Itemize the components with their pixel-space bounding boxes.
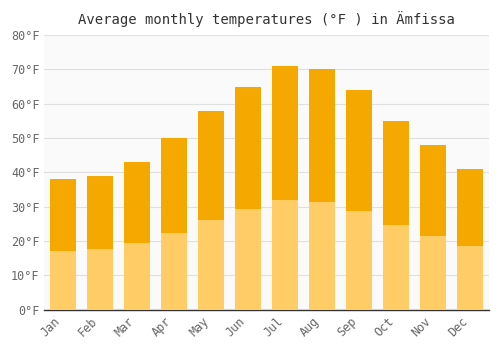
- Bar: [87, 176, 113, 310]
- Bar: [161, 232, 187, 310]
- Bar: [346, 211, 372, 310]
- Bar: [198, 220, 224, 310]
- Bar: [50, 179, 76, 310]
- Bar: [458, 246, 483, 310]
- Bar: [161, 138, 187, 310]
- Bar: [272, 66, 298, 310]
- Bar: [235, 87, 261, 310]
- Bar: [235, 209, 261, 310]
- Bar: [420, 145, 446, 310]
- Title: Average monthly temperatures (°F ) in Ämfissa: Average monthly temperatures (°F ) in Äm…: [78, 11, 455, 27]
- Bar: [310, 202, 335, 310]
- Bar: [198, 111, 224, 310]
- Bar: [50, 251, 76, 310]
- Bar: [384, 225, 409, 310]
- Bar: [346, 90, 372, 310]
- Bar: [124, 162, 150, 310]
- Bar: [420, 236, 446, 310]
- Bar: [124, 243, 150, 310]
- Bar: [87, 250, 113, 310]
- Bar: [384, 121, 409, 310]
- Bar: [310, 70, 335, 310]
- Bar: [272, 200, 298, 310]
- Bar: [458, 169, 483, 310]
